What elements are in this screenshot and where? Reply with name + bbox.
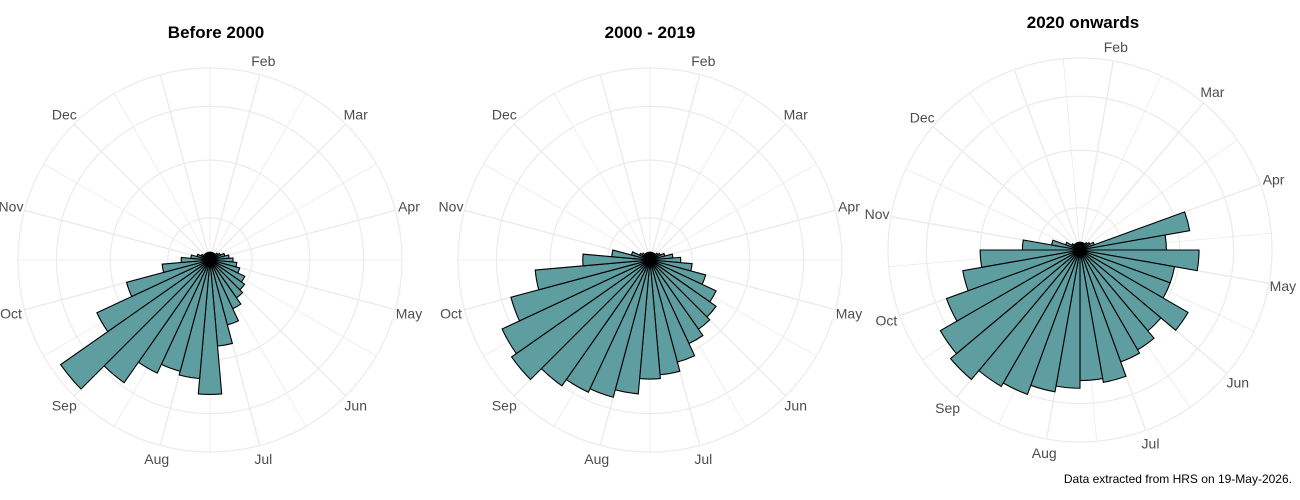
month-label: Jun <box>1227 374 1250 390</box>
grid-spoke-major <box>209 74 261 261</box>
grid-spoke-major <box>1013 69 1081 251</box>
grid-spoke-major <box>599 74 651 261</box>
grid-spoke-minor <box>1079 75 1162 251</box>
grid-spoke-major <box>649 209 836 261</box>
month-label: Sep <box>52 398 77 414</box>
grid-spoke-minor <box>43 163 211 261</box>
grid-spoke-major <box>24 209 211 261</box>
grid-spoke-major <box>159 74 211 261</box>
grid-spoke-minor <box>1062 58 1081 251</box>
polar-bar <box>949 249 1081 381</box>
month-label: Jul <box>254 451 272 467</box>
month-label: Nov <box>865 206 890 222</box>
polar-bar <box>206 251 211 261</box>
polar-bar <box>510 259 651 381</box>
polar-panel: 2020 onwards Feb Mar Apr May Jun Jul Aug Sep Oct N… <box>865 13 1296 461</box>
polar-bar <box>1079 211 1191 251</box>
grid-spoke-major <box>209 209 396 261</box>
month-label: Apr <box>838 199 860 215</box>
month-label: Aug <box>144 451 169 467</box>
data-source-caption: Data extracted from HRS on 19-May-2026. <box>1063 472 1292 486</box>
month-label: Mar <box>1200 84 1224 100</box>
month-label: Jun <box>784 398 807 414</box>
polar-panel: Before 2000 Feb Mar Apr May Jun Jul Aug Sep Oct No… <box>0 23 422 467</box>
month-label: Jun <box>344 398 367 414</box>
month-label: Oct <box>0 305 22 321</box>
month-label: May <box>836 305 862 321</box>
month-label: Apr <box>398 199 420 215</box>
grid-spoke-minor <box>1079 139 1238 251</box>
month-label: Jul <box>694 451 712 467</box>
month-label: May <box>396 305 422 321</box>
polar-bar <box>1075 242 1081 251</box>
grid-spoke-minor <box>209 93 307 261</box>
grid-spoke-major <box>932 126 1081 251</box>
month-label: Feb <box>691 53 715 69</box>
polar-bar <box>1079 249 1127 383</box>
month-label: Mar <box>344 106 368 122</box>
polar-bar <box>501 259 651 355</box>
month-label: Feb <box>1104 39 1128 55</box>
month-label: Oct <box>876 313 898 329</box>
grid-spoke-minor <box>553 93 651 261</box>
month-label: Mar <box>784 106 808 122</box>
polar-bar <box>510 259 651 322</box>
month-label: Dec <box>910 110 935 126</box>
grid-spoke-minor <box>649 93 747 261</box>
month-label: Dec <box>52 106 77 122</box>
grid-spoke-major <box>1079 60 1115 251</box>
grid-spoke-minor <box>905 168 1081 251</box>
grid-spoke-major <box>73 123 211 261</box>
month-label: Nov <box>439 199 464 215</box>
grid-spoke-minor <box>483 163 651 261</box>
panel-title: 2020 onwards <box>1027 13 1139 32</box>
polar-panel: 2000 - 2019 Feb Mar Apr May Jun Jul Aug Sep Oct No… <box>439 23 863 467</box>
polar-bar <box>180 256 211 264</box>
month-label: Dec <box>492 106 517 122</box>
month-label: May <box>1270 278 1296 294</box>
month-label: Oct <box>440 305 462 321</box>
polar-bar <box>161 259 211 274</box>
polar-bar <box>646 251 651 261</box>
month-label: Nov <box>0 199 23 215</box>
polar-bar <box>582 253 651 267</box>
grid-spoke-minor <box>649 163 817 261</box>
grid-ring <box>925 95 1235 405</box>
panel-title: 2000 - 2019 <box>605 23 696 42</box>
grid-spoke-major <box>649 74 701 261</box>
grid-spoke-minor <box>113 93 211 261</box>
polar-bar <box>59 259 211 390</box>
polar-bar <box>96 259 211 333</box>
panel-title: Before 2000 <box>168 23 264 42</box>
grid-spoke-minor <box>209 163 377 261</box>
polar-bar <box>1079 249 1189 331</box>
polar-bar <box>962 249 1081 292</box>
grid-spoke-major <box>209 259 396 311</box>
month-label: Apr <box>1263 172 1285 188</box>
grid-spoke-minor <box>969 92 1081 251</box>
polar-bar <box>979 249 1081 268</box>
polar-bar <box>945 249 1081 322</box>
polar-bar <box>939 249 1081 355</box>
month-label: Sep <box>492 398 517 414</box>
grid-spoke-major <box>649 123 787 261</box>
month-label: Feb <box>251 53 275 69</box>
grid-spoke-major <box>1079 102 1204 251</box>
polar-bar <box>197 259 223 395</box>
polar-bar <box>125 259 211 298</box>
grid-spoke-major <box>513 123 651 261</box>
month-label: Jul <box>1142 436 1160 452</box>
month-label: Aug <box>584 451 609 467</box>
month-label: Aug <box>1032 445 1057 461</box>
grid-ring <box>887 57 1273 443</box>
polar-bar <box>534 259 651 291</box>
month-label: Sep <box>935 400 960 416</box>
grid-spoke-major <box>209 123 347 261</box>
